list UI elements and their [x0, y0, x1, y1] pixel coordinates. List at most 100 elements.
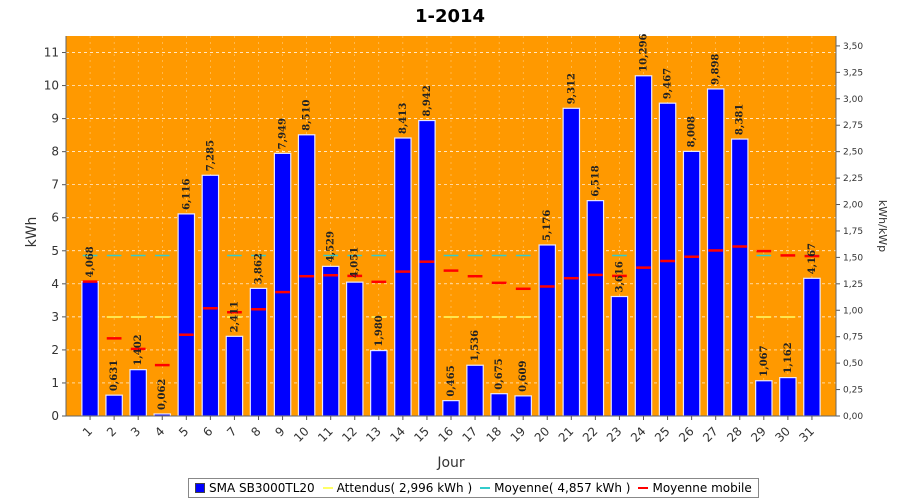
bar: [755, 380, 773, 417]
bar: [586, 200, 605, 417]
bar-value-label: 4,167: [807, 243, 818, 274]
x-tick-label: 23: [604, 424, 625, 445]
y2-tick-label: 0,75: [843, 333, 863, 343]
legend-label-moving-average: Moyenne mobile: [652, 481, 752, 495]
bar-value-label: 1,980: [374, 315, 385, 346]
bar: [249, 287, 268, 417]
bar: [345, 281, 364, 417]
x-tick-label: 31: [796, 424, 817, 445]
x-tick-label: 6: [200, 424, 215, 439]
x-tick-label: 16: [435, 424, 456, 445]
bar-labels: 4,068 0,631 1,402 0,062 6,116 7,285 2,411 3,862…: [85, 33, 818, 409]
bar-value-label: 0,465: [446, 365, 457, 396]
bar-value-label: 4,051: [350, 247, 361, 278]
bar: [514, 395, 532, 417]
bar: [201, 174, 220, 417]
legend-label-production: SMA SB3000TL20: [209, 481, 315, 495]
bar-value-label: 10,296: [639, 33, 650, 71]
bar: [803, 277, 821, 417]
legend-swatch-average: [480, 487, 491, 489]
y-tick-label: 8: [51, 145, 59, 159]
bar-value-label: 3,616: [614, 261, 625, 292]
legend-swatch-production: [195, 483, 205, 493]
bar-value-label: 8,413: [398, 103, 409, 134]
bar: [129, 369, 147, 417]
chart-title: 1-2014: [415, 6, 485, 27]
x-tick-label: 19: [508, 424, 529, 445]
bar: [442, 400, 460, 417]
bar-value-label: 0,062: [157, 379, 168, 410]
x-tick-label: 13: [363, 424, 384, 445]
bar-value-label: 1,162: [783, 342, 794, 373]
x-tick-label: 11: [315, 424, 336, 445]
y-tick-label: 6: [51, 211, 59, 225]
x-tick-label: 2: [104, 424, 119, 439]
bar: [394, 137, 412, 417]
bar-value-label: 3,862: [254, 253, 265, 284]
y-tick-label: 4: [51, 277, 59, 291]
y2-tick-label: 3,00: [843, 95, 863, 105]
x-tick-label: 14: [387, 424, 408, 445]
y-axis-label: kWh: [24, 217, 40, 248]
bar-value-label: 8,381: [735, 104, 746, 135]
y-tick-label: 10: [44, 79, 59, 93]
y-tick-label: 5: [51, 244, 59, 258]
x-tick-label: 7: [224, 424, 239, 439]
legend-item-average: Moyenne( 4,857 kWh ): [480, 481, 630, 495]
x-axis-label: Jour: [436, 455, 465, 471]
bar: [466, 364, 484, 417]
legend-swatch-moving-average: [638, 487, 649, 489]
x-tick-label: 18: [484, 424, 505, 445]
bar-value-label: 6,518: [590, 165, 601, 196]
legend-item-moving-average: Moyenne mobile: [638, 481, 752, 495]
bar-value-label: 9,898: [711, 54, 722, 85]
x-tick-label: 26: [676, 424, 697, 445]
bars: [81, 75, 821, 417]
y-tick-label: 11: [44, 46, 59, 60]
y2-tick-label: 0,25: [843, 386, 863, 396]
bar: [779, 377, 797, 417]
y-tick-label: 1: [51, 376, 59, 390]
y2-tick-label: 0,00: [843, 412, 863, 422]
bar-value-label: 6,116: [181, 179, 192, 210]
moving-average: [82, 245, 820, 367]
x-tick-label: 27: [700, 424, 721, 445]
y2-tick-label: 1,50: [843, 253, 863, 263]
y2-tick-label: 1,25: [843, 280, 863, 290]
x-tick-label: 24: [628, 424, 649, 445]
bar-value-label: 4,068: [85, 246, 96, 277]
x-tick-label: 15: [411, 424, 432, 445]
bar: [177, 213, 196, 417]
bar-value-label: 8,510: [302, 99, 313, 130]
y-tick-label: 2: [51, 343, 59, 357]
bar: [490, 393, 508, 417]
bar: [370, 349, 388, 417]
legend-swatch-expected: [322, 487, 333, 489]
bar: [81, 280, 99, 417]
y-tick-label: 0: [51, 409, 59, 423]
legend-item-expected: Attendus( 2,996 kWh ): [322, 481, 473, 495]
y2-tick-label: 1,00: [843, 306, 863, 316]
bar: [105, 394, 123, 417]
bar: [273, 152, 292, 417]
x-tick-label: 4: [152, 424, 167, 439]
bar-value-label: 1,067: [759, 345, 770, 376]
x-tick-label: 1: [80, 424, 95, 439]
x-tick-label: 30: [772, 424, 793, 445]
y2-tick-label: 2,50: [843, 148, 863, 158]
legend-label-expected: Attendus( 2,996 kWh ): [336, 481, 473, 495]
x-tick-label: 8: [248, 424, 263, 439]
y2-tick-label: 2,75: [843, 121, 863, 131]
y2-tick-label: 3,25: [843, 68, 863, 78]
y-tick-label: 9: [51, 112, 59, 126]
bar-value-label: 1,402: [133, 334, 144, 365]
x-tick-label: 12: [339, 424, 360, 445]
x-tick-label: 9: [272, 424, 287, 439]
bar-value-label: 9,467: [663, 68, 674, 99]
bar-value-label: 1,536: [470, 330, 481, 361]
bar-value-label: 5,176: [542, 210, 553, 241]
bar-value-label: 2,411: [229, 301, 240, 332]
legend-item-production: SMA SB3000TL20: [195, 481, 315, 495]
bar-value-label: 7,285: [205, 140, 216, 171]
bar: [706, 88, 725, 417]
